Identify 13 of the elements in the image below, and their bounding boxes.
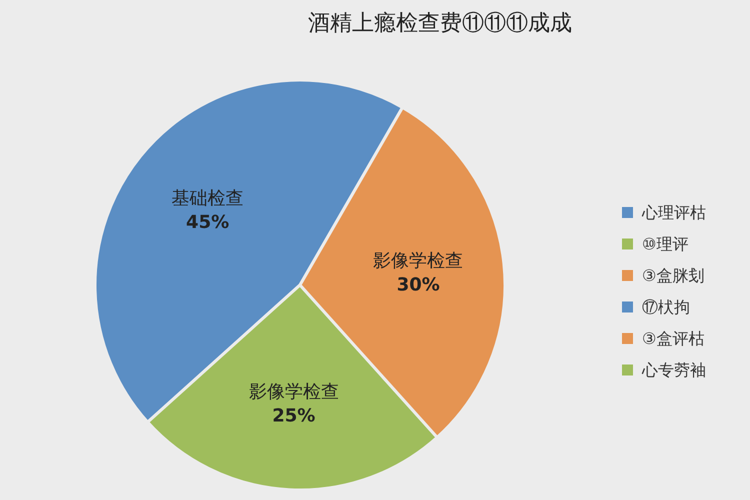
text: ⑩理评: [642, 234, 688, 254]
chart-title: 酒精上瘾检查费⑪⑪⑪成成: [308, 11, 572, 36]
text: ③盒评枯: [642, 329, 704, 348]
slice-label: 影像学检查: [248, 382, 339, 403]
data-label: 45%: [186, 212, 230, 234]
text: ③盒脒刬: [642, 266, 704, 285]
data-label: 30%: [396, 274, 440, 296]
slice-label: 基础检查: [172, 188, 244, 210]
data-label: 25%: [272, 406, 316, 427]
slice-label: 影像学检查: [373, 250, 464, 272]
text: ⑰枤拘: [642, 298, 690, 316]
text: 心理评枯: [641, 203, 706, 222]
text: 心专䓖袖: [641, 360, 706, 380]
